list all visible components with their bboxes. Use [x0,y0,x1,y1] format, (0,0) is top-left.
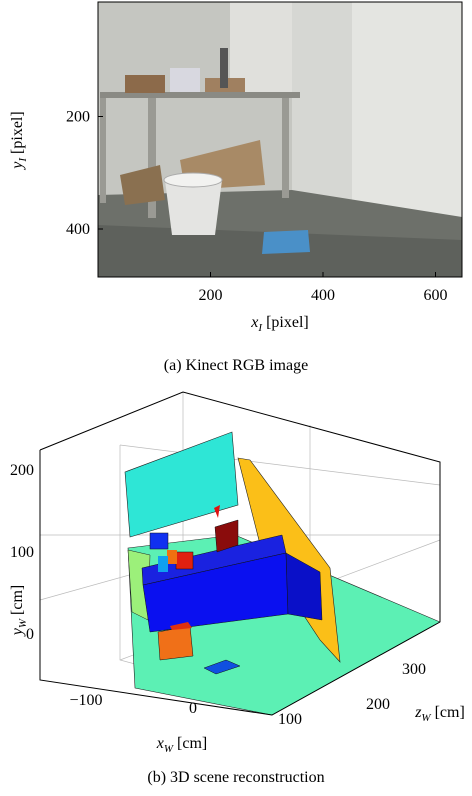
label-symbol: x [156,735,164,752]
y-tick-label: 200 [66,109,90,126]
y-ticks-label: 200 [10,462,34,479]
label-subscript: I [257,322,263,334]
label-unit: [pixel] [266,314,309,331]
label-subscript: W [421,712,431,724]
label-symbol: x [250,314,258,331]
label-subscript: W [164,743,174,755]
x-axis-label: xW[cm] [156,735,207,755]
y-axis-label: yI[pixel] [9,111,29,170]
label-subscript: I [17,157,29,163]
label-unit: [cm] [435,704,465,721]
x-tick-label: 200 [199,287,223,304]
label-unit: [cm] [9,585,26,615]
x-ticks-label: −100 [69,692,102,709]
label-unit: [cm] [177,735,207,752]
x-axis-label: xI[pixel] [250,314,308,334]
z-ticks-label: 200 [366,696,390,713]
x-tick-label: 400 [311,287,335,304]
x-ticks-label: 0 [189,700,197,717]
z-ticks-label: 300 [402,661,426,678]
x-tick-label: 600 [424,287,448,304]
x-ticks-label: 100 [278,711,302,728]
figure: 200400600200400 2001000−1000100200300 xI… [0,0,472,796]
reconstruction-3d [40,392,440,715]
label-subscript: W [17,618,29,628]
label-unit: [pixel] [9,111,26,154]
caption: (b) 3D scene reconstruction [147,769,324,786]
z-axis-label: zW[cm] [414,704,465,724]
caption: (a) Kinect RGB image [164,357,308,374]
y-tick-label: 400 [66,221,90,238]
y-ticks-label: 100 [10,544,34,561]
rgb-photo [98,2,462,277]
